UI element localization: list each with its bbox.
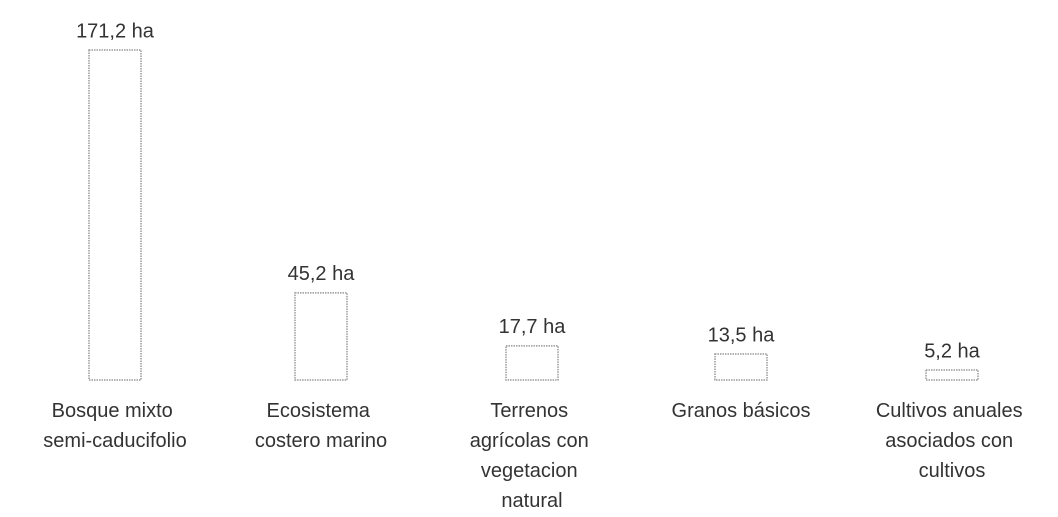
value-label: 5,2 ha (924, 340, 980, 362)
x-tick-label: Terrenos agrícolas con vegetacion natura… (470, 400, 595, 512)
x-tick-label: Cultivos anuales asociados con cultivos (876, 400, 1028, 482)
bar (294, 292, 348, 381)
bar (505, 345, 559, 381)
value-label: 45,2 ha (288, 263, 356, 285)
value-label: 171,2 ha (76, 20, 155, 42)
value-label: 13,5 ha (708, 324, 776, 346)
value-label: 17,7 ha (499, 316, 567, 338)
x-tick-label: Bosque mixto semi-caducifolio (43, 400, 186, 452)
bar (88, 49, 142, 381)
bar (714, 353, 768, 381)
x-tick-label: Granos básicos (672, 400, 811, 422)
x-tick-label: Ecosistema costero marino (255, 400, 387, 452)
bar (925, 369, 979, 381)
